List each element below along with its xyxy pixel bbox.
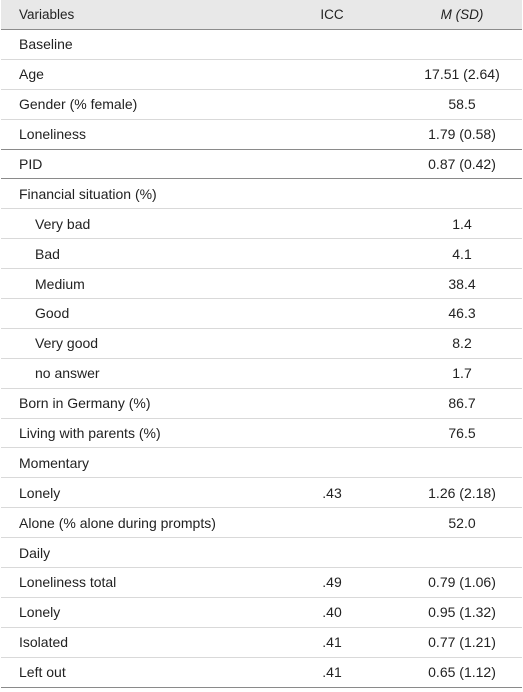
- row-icc-value: [309, 60, 355, 89]
- row-icc-value: [309, 359, 355, 388]
- table-row: Very good 8.2: [1, 329, 522, 359]
- row-icc-value: .41: [322, 634, 342, 651]
- table-row: Financial situation (%): [1, 179, 522, 210]
- row-m-sd-value: 0.77 (1.21): [428, 634, 496, 651]
- row-icc-value: [309, 239, 355, 268]
- row-m-sd-value: 1.79 (0.58): [428, 126, 496, 143]
- row-icc-value: .49: [322, 574, 342, 591]
- row-m-sd-value: 52.0: [448, 514, 476, 531]
- row-icc-value: .41: [322, 664, 342, 681]
- table-row: Baseline: [1, 30, 522, 60]
- row-icc-value: .43: [322, 484, 342, 501]
- row-variable-label: Lonely: [19, 604, 61, 621]
- row-variable-label: Lonely: [19, 484, 61, 501]
- table-row: Loneliness 1.79 (0.58): [1, 120, 522, 150]
- row-variable-label: Good: [35, 305, 70, 322]
- table-row: PID 0.87 (0.42): [1, 150, 522, 180]
- row-m-sd-value: 8.2: [452, 335, 472, 352]
- table-row: Good 46.3: [1, 299, 522, 329]
- row-m-sd-value: 86.7: [448, 395, 476, 412]
- header-m-sd: M (SD): [440, 7, 484, 22]
- row-m-sd-value: 4.1: [452, 245, 472, 262]
- row-icc-value: .40: [322, 604, 342, 621]
- row-icc-value: [309, 120, 355, 149]
- row-m-sd-value: 1.4: [452, 215, 472, 232]
- table-row: Very bad 1.4: [1, 209, 522, 240]
- table-header-row: Variables ICC M (SD): [1, 0, 522, 30]
- row-variable-label: Born in Germany (%): [19, 395, 151, 412]
- row-icc-value: [309, 329, 355, 358]
- row-m-sd-value: 0.65 (1.12): [428, 664, 496, 681]
- table-row: no answer 1.7: [1, 359, 522, 389]
- row-icc-value: [309, 419, 355, 448]
- row-variable-label: Very bad: [35, 215, 91, 232]
- table-row: Alone (% alone during prompts) 52.0: [1, 508, 522, 539]
- row-m-sd-value: 1.26 (2.18): [428, 484, 496, 501]
- row-variable-label: Left out: [19, 664, 66, 681]
- row-variable-label: Medium: [35, 275, 85, 292]
- row-icc-value: [309, 448, 355, 477]
- row-variable-label: PID: [19, 156, 43, 172]
- header-variables: Variables: [19, 7, 75, 22]
- row-m-sd-value: [407, 30, 517, 59]
- row-m-sd-value: [407, 538, 517, 567]
- row-variable-label: Alone (% alone during prompts): [19, 514, 216, 531]
- row-icc-value: [309, 179, 355, 208]
- row-variable-label: no answer: [35, 365, 100, 382]
- table-row: Loneliness total .49 0.79 (1.06): [1, 568, 522, 598]
- row-m-sd-value: 17.51 (2.64): [424, 66, 500, 83]
- row-m-sd-value: 38.4: [448, 275, 476, 292]
- row-icc-value: [309, 150, 355, 179]
- row-variable-label: Isolated: [19, 634, 69, 651]
- row-m-sd-value: 0.95 (1.32): [428, 604, 496, 621]
- row-variable-label: Loneliness: [19, 126, 86, 143]
- table-row: Age 17.51 (2.64): [1, 60, 522, 90]
- row-icc-value: [309, 538, 355, 567]
- table-row: Gender (% female) 58.5: [1, 90, 522, 120]
- row-variable-label: Very good: [35, 335, 99, 352]
- table-row: Born in Germany (%) 86.7: [1, 389, 522, 419]
- row-icc-value: [309, 508, 355, 537]
- row-m-sd-value: [407, 448, 517, 477]
- table-row: Left out .41 0.65 (1.12): [1, 658, 522, 688]
- row-m-sd-value: 1.7: [452, 365, 472, 382]
- row-variable-label: Loneliness total: [19, 574, 117, 591]
- table-row: Momentary: [1, 448, 522, 479]
- table-row: Daily: [1, 538, 522, 569]
- row-icc-value: [309, 389, 355, 418]
- table-row: Medium 38.4: [1, 269, 522, 300]
- row-variable-label: Baseline: [19, 36, 73, 53]
- row-m-sd-value: 0.79 (1.06): [428, 574, 496, 591]
- row-m-sd-value: 46.3: [448, 305, 476, 322]
- row-variable-label: Momentary: [19, 454, 90, 471]
- table-row: Living with parents (%) 76.5: [1, 419, 522, 449]
- table-row: Bad 4.1: [1, 239, 522, 270]
- row-m-sd-value: 58.5: [448, 96, 476, 113]
- row-m-sd-value: [407, 179, 517, 208]
- row-variable-label: Bad: [35, 245, 60, 262]
- row-m-sd-value: 76.5: [448, 425, 476, 442]
- row-icc-value: [309, 90, 355, 119]
- table-body: Baseline Age 17.51 (2.64) Gender (% female)…: [1, 30, 522, 688]
- table-row: Lonely .43 1.26 (2.18): [1, 478, 522, 509]
- header-icc: ICC: [320, 7, 344, 22]
- row-icc-value: [309, 209, 355, 238]
- row-variable-label: Financial situation (%): [19, 185, 157, 202]
- row-icc-value: [309, 299, 355, 328]
- table-row: Lonely .40 0.95 (1.32): [1, 598, 522, 628]
- row-m-sd-value: 0.87 (0.42): [428, 156, 496, 172]
- row-icc-value: [309, 269, 355, 298]
- row-icc-value: [309, 30, 355, 59]
- row-variable-label: Age: [19, 66, 44, 83]
- row-variable-label: Living with parents (%): [19, 425, 161, 442]
- row-variable-label: Gender (% female): [19, 96, 138, 113]
- row-variable-label: Daily: [19, 544, 51, 561]
- table-row: Isolated .41 0.77 (1.21): [1, 628, 522, 658]
